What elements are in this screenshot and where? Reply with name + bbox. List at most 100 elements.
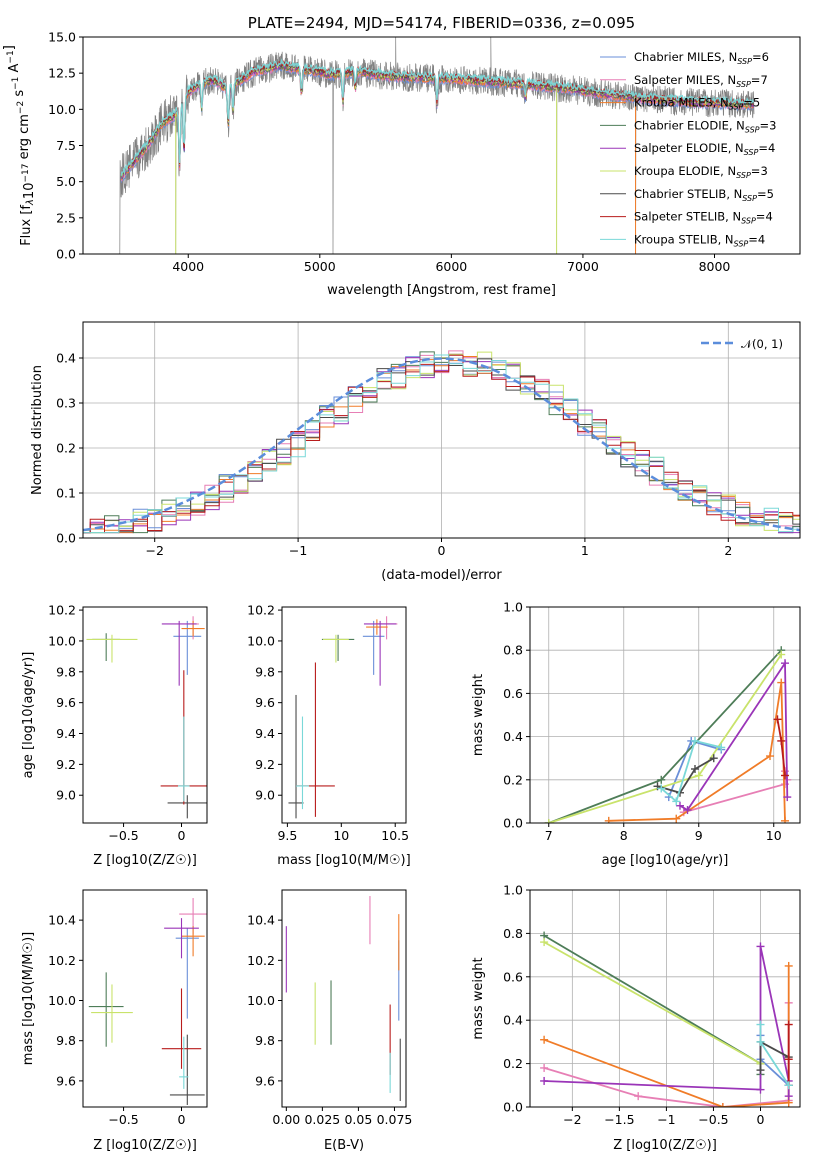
weight-marker bbox=[756, 1066, 765, 1075]
axes-frame bbox=[529, 889, 801, 1108]
y-tick-label: 0.0 bbox=[503, 1100, 523, 1115]
weight-marker bbox=[694, 771, 703, 780]
legend-label-1: Salpeter MILES, NSSP=7 bbox=[634, 73, 768, 89]
panel-massweight-vs-age: 7 8 9 10 0.0 0.2 0.4 0.6 0.8 1.0 age [log10(age/yr… bbox=[471, 600, 801, 868]
y-axis-label: mass weight bbox=[471, 674, 486, 756]
weight-marker bbox=[784, 961, 793, 970]
weight-marker bbox=[781, 816, 789, 823]
weight-marker bbox=[634, 1092, 643, 1101]
y-tick-label: 0.2 bbox=[503, 1056, 523, 1071]
weight-line-8 bbox=[660, 739, 722, 803]
y-tick-label: 10.0 bbox=[48, 102, 76, 117]
errorbar-point-4 bbox=[363, 620, 397, 686]
y-tick-label: 7.5 bbox=[56, 138, 76, 153]
y-tick-label: 9.4 bbox=[255, 726, 275, 741]
weight-marker bbox=[784, 1020, 793, 1029]
y-axis-label: mass [log10(M/M☉)] bbox=[21, 932, 36, 1065]
x-tick-label: −0.5 bbox=[698, 1112, 728, 1127]
weight-marker bbox=[676, 801, 684, 810]
x-axis-label: Z [log10(Z/Z☉)] bbox=[93, 1138, 197, 1153]
x-tick-label: 9 bbox=[695, 828, 703, 843]
legend: Chabrier MILES, NSSP=6 Salpeter MILES, NS… bbox=[600, 50, 776, 248]
y-tick-label: 9.6 bbox=[255, 1073, 275, 1088]
x-tick-label: 0.00 bbox=[272, 1112, 300, 1127]
y-tick-label: 0.4 bbox=[503, 1013, 523, 1028]
weight-marker bbox=[672, 797, 681, 806]
y-tick-label: 0.1 bbox=[56, 486, 76, 501]
y-tick-label: 5.0 bbox=[56, 174, 76, 189]
y-tick-label: 9.8 bbox=[56, 1033, 76, 1048]
x-tick-label: 2 bbox=[724, 543, 732, 558]
errorbar-point-3 bbox=[88, 972, 124, 1047]
legend-label-4: Salpeter ELODIE, NSSP=4 bbox=[634, 141, 775, 157]
x-tick-label: 0 bbox=[438, 543, 446, 558]
y-axis-label: age [log10(age/yr)] bbox=[21, 652, 36, 779]
x-tick-label: 0 bbox=[178, 828, 186, 843]
weight-marker bbox=[777, 650, 786, 659]
x-tick-label: 9.5 bbox=[277, 828, 297, 843]
axes-frame bbox=[82, 889, 208, 1108]
x-tick-label: −0.5 bbox=[108, 828, 138, 843]
y-tick-label: 1.0 bbox=[503, 883, 523, 898]
errorbar-point-5 bbox=[91, 984, 133, 1043]
y-tick-label: 9.8 bbox=[56, 664, 76, 679]
weight-marker bbox=[657, 784, 666, 793]
legend-label-5: Kroupa ELODIE, NSSP=3 bbox=[634, 164, 768, 180]
weight-marker bbox=[784, 1092, 793, 1101]
y-tick-label: 10.0 bbox=[48, 633, 76, 648]
x-axis-label: mass [log10(M/M☉)] bbox=[277, 853, 410, 868]
normal-reference-curve bbox=[83, 357, 800, 532]
legend-label-0: Chabrier MILES, NSSP=6 bbox=[634, 50, 769, 66]
x-tick-label: −1.5 bbox=[604, 1112, 634, 1127]
weight-marker bbox=[717, 743, 726, 752]
y-tick-label: 0.6 bbox=[503, 969, 523, 984]
y-tick-label: 2.5 bbox=[56, 210, 76, 225]
x-tick-label: 10 bbox=[766, 828, 782, 843]
legend-label-3: Chabrier ELODIE, NSSP=3 bbox=[634, 118, 776, 134]
x-tick-label: 7000 bbox=[567, 259, 599, 274]
y-axis-label: mass weight bbox=[471, 957, 486, 1039]
x-tick-label: 10.5 bbox=[381, 828, 409, 843]
weight-marker bbox=[544, 819, 553, 823]
weight-marker bbox=[781, 659, 789, 668]
weight-marker bbox=[672, 814, 681, 823]
y-tick-label: 9.2 bbox=[255, 757, 275, 772]
chart-title: PLATE=2494, MJD=54174, FIBERID=0336, z=0… bbox=[248, 14, 635, 32]
plot-area bbox=[83, 350, 800, 534]
y-tick-label: 12.5 bbox=[48, 66, 76, 81]
weight-marker bbox=[540, 1076, 549, 1085]
x-axis-label: wavelength [Angstrom, rest frame] bbox=[327, 283, 556, 298]
x-tick-label: 8000 bbox=[699, 259, 731, 274]
y-tick-label: 9.6 bbox=[56, 1073, 76, 1088]
legend-label: 𝒩(0, 1) bbox=[741, 337, 783, 351]
errorbar-point-6 bbox=[169, 1034, 205, 1105]
weight-line-6 bbox=[657, 757, 715, 794]
y-tick-label: 0.0 bbox=[56, 247, 76, 262]
y-axis-label: Flux [fλ10−17 erg cm−2 s−1 A−1] bbox=[2, 45, 37, 246]
panel-residuals: −2 −1 0 1 2 0.0 0.1 0.2 0.3 0.4 (data-model)/error… bbox=[30, 321, 801, 583]
weight-marker bbox=[683, 806, 692, 815]
x-axis-label: age [log10(age/yr)] bbox=[602, 853, 729, 868]
x-tick-label: −1 bbox=[657, 1112, 675, 1127]
legend-label-2: Kroupa MILES, NSSP=5 bbox=[634, 96, 760, 112]
panel-age-vs-z: −0.5 0 9.0 9.2 9.4 9.6 9.8 10.0 10.2 Z [log10(Z/Z… bbox=[21, 603, 208, 868]
panel-age-vs-mass: 9.5 10 10.5 9.0 9.2 9.4 9.6 9.8 10.0 10.2 mass [lo… bbox=[247, 603, 411, 868]
x-tick-label: 7 bbox=[545, 828, 553, 843]
errorbar-point-8 bbox=[179, 1036, 189, 1089]
x-axis-label: Z [log10(Z/Z☉)] bbox=[93, 853, 197, 868]
weight-marker bbox=[540, 1035, 549, 1044]
y-tick-label: 10.4 bbox=[48, 913, 76, 928]
y-tick-label: 0.0 bbox=[503, 816, 523, 831]
y-tick-label: 10.2 bbox=[48, 953, 76, 968]
axes-frame bbox=[82, 606, 208, 824]
weight-marker bbox=[718, 1103, 727, 1107]
plot-area bbox=[285, 896, 401, 1101]
weight-marker bbox=[756, 942, 765, 951]
errorbar-point-8 bbox=[178, 716, 190, 802]
weight-marker bbox=[709, 754, 718, 763]
weight-line-4 bbox=[679, 660, 789, 812]
axes-frame bbox=[281, 606, 407, 824]
weight-marker bbox=[657, 775, 666, 784]
weight-marker bbox=[784, 1081, 793, 1090]
